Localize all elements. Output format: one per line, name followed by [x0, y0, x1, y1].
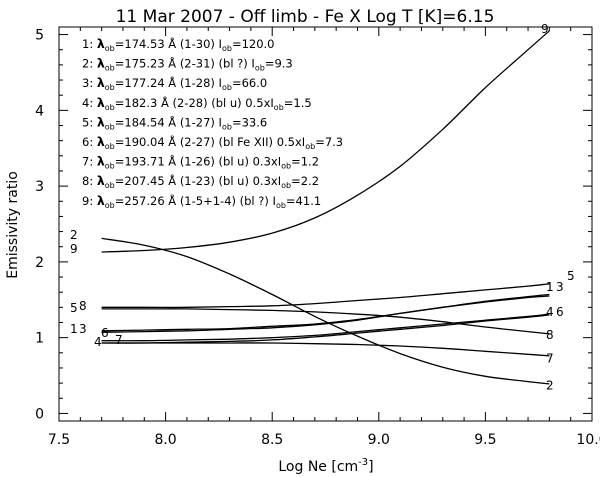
y-tick-label: 1: [35, 331, 44, 347]
right-curve-label-8: 8: [546, 328, 554, 342]
x-axis-label-exponent: -3: [358, 457, 368, 468]
x-axis: 7.5 8.0 8.5 9.0 9.5 10.0: [48, 27, 600, 448]
x-tick-label: 10.0: [576, 432, 600, 448]
series-line-8: [101, 308, 550, 335]
series-line-6: [101, 313, 550, 342]
legend-entry-7: 7: λob=193.71 Å (1-26) (bl u) 0.3xIob=1.…: [82, 154, 319, 171]
series-line-5: [101, 283, 550, 309]
left-curve-label-7: 7: [115, 333, 123, 347]
legend-entry-2: 2: λob=175.23 Å (2-31) (bl ?) Iob=9.3: [82, 56, 293, 73]
y-tick-label: 5: [35, 28, 44, 44]
left-curve-label-1: 1: [70, 322, 78, 336]
y-tick-label: 2: [35, 255, 44, 271]
x-tick-label: 9.0: [368, 432, 390, 448]
right-curve-label-4: 4: [546, 305, 554, 319]
left-curve-label-2: 2: [70, 228, 78, 242]
legend-entry-4: 4: λob=182.3 Å (2-28) (bl u) 0.5xIob=1.5: [82, 95, 312, 112]
right-curve-label-5: 5: [567, 269, 575, 283]
plot-frame: [58, 26, 593, 422]
y-axis-label: Emissivity ratio: [5, 171, 21, 279]
legend-entry-6: 6: λob=190.04 Å (2-27) (bl Fe XII) 0.5xI…: [82, 134, 343, 151]
left-curve-label-3: 3: [79, 322, 87, 336]
series-line-1: [101, 295, 550, 333]
right-curve-label-6: 6: [556, 305, 564, 319]
chart-title: 11 Mar 2007 - Off limb - Fe X Log T [K]=…: [116, 7, 495, 27]
legend-entry-9: 9: λob=257.26 Å (1-5+1-4) (bl ?) Iob=41.…: [82, 193, 321, 210]
series-line-4: [101, 314, 550, 344]
left-curve-label-9: 9: [70, 242, 78, 256]
y-tick-label: 4: [35, 103, 44, 119]
left-curve-label-8: 8: [79, 299, 87, 313]
y-tick-label: 0: [35, 406, 44, 422]
series-line-2: [101, 237, 550, 385]
legend-entry-8: 8: λob=207.45 Å (1-23) (bl u) 0.3xIob=2.…: [82, 173, 319, 190]
x-tick-label: 8.5: [261, 432, 283, 448]
x-tick-label: 9.5: [474, 432, 496, 448]
left-curve-label-4: 4: [94, 335, 102, 349]
x-tick-label: 7.5: [48, 432, 70, 448]
series-line-3: [101, 293, 550, 332]
legend: 1: λob=174.53 Å (1-30) Iob=120.0 2: λob=1…: [82, 36, 343, 210]
x-tick-label: 8.0: [154, 432, 176, 448]
right-curve-label-3: 3: [556, 280, 564, 294]
left-curve-label-6: 6: [101, 326, 109, 340]
curves: [101, 30, 550, 385]
x-axis-label: Log Ne [cm-3]: [278, 457, 373, 475]
right-curve-label-1: 1: [546, 280, 554, 294]
x-axis-label-main: Log Ne [cm: [278, 459, 358, 475]
right-curve-label-9: 9: [541, 22, 549, 36]
legend-entry-1: 1: λob=174.53 Å (1-30) Iob=120.0: [82, 36, 275, 53]
legend-entry-5: 5: λob=184.54 Å (1-27) Iob=33.6: [82, 114, 267, 131]
legend-entry-3: 3: λob=177.24 Å (1-28) Iob=66.0: [82, 75, 267, 92]
y-tick-label: 3: [35, 179, 44, 195]
right-curve-label-2: 2: [546, 379, 554, 393]
left-curve-label-5: 5: [70, 301, 78, 315]
right-curve-label-7: 7: [546, 351, 554, 365]
series-line-7: [101, 342, 550, 357]
series-line-9: [101, 30, 550, 253]
x-axis-label-close: ]: [368, 459, 373, 475]
